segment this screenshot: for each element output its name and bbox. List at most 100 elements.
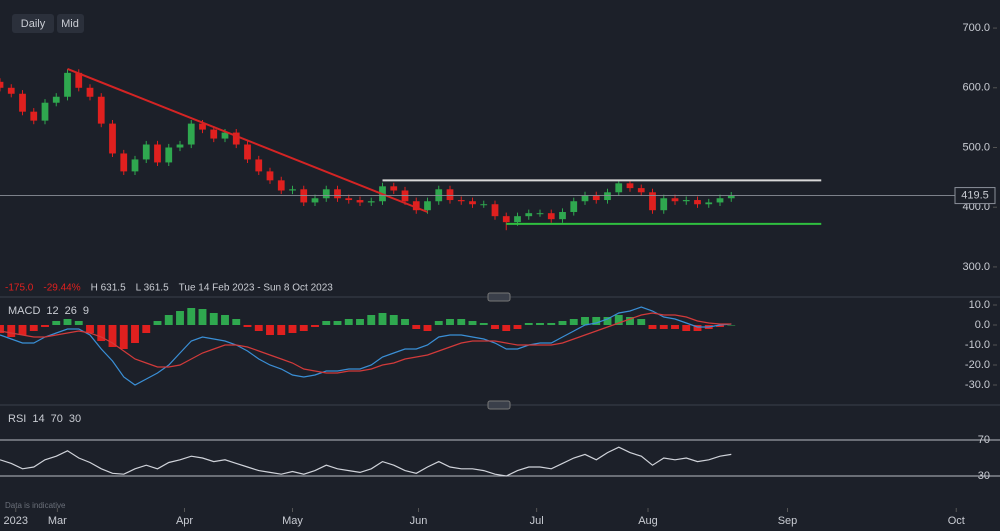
histogram-bar: [142, 325, 151, 333]
candle-body: [64, 72, 71, 97]
indicator-label: MACD: [8, 305, 40, 317]
histogram-bar: [513, 325, 522, 329]
histogram-bar: [63, 319, 72, 325]
date-range: Tue 14 Feb 2023 - Sun 8 Oct 2023: [179, 283, 334, 294]
y-tick-label: 30: [978, 470, 990, 482]
x-tick-label: Jul: [530, 515, 544, 527]
candle-body: [0, 81, 4, 88]
histogram-bar: [97, 325, 106, 341]
y-tick-label: -30.0: [965, 379, 990, 391]
histogram-bar: [18, 325, 27, 335]
candle-body: [154, 144, 161, 163]
daily-button[interactable]: [12, 14, 54, 33]
histogram-bar: [299, 325, 308, 331]
stat-value: H 631.5: [91, 283, 126, 294]
histogram-bar: [277, 325, 286, 335]
histogram-bar: [232, 319, 241, 325]
histogram-bar: [187, 308, 196, 325]
candle-body: [671, 198, 679, 202]
candle-body: [30, 111, 38, 121]
candle-body: [649, 192, 656, 211]
histogram-bar: [648, 325, 657, 329]
y-tick-label: 500.0: [962, 141, 990, 153]
panel-resize-handle[interactable]: [487, 292, 511, 302]
mid-button-label[interactable]: Mid: [61, 18, 79, 30]
histogram-bar: [0, 325, 4, 333]
daily-button-label[interactable]: Daily: [21, 18, 46, 30]
candle-body: [424, 201, 431, 211]
x-tick-label: Jun: [410, 515, 428, 527]
candle-body: [221, 132, 229, 139]
candle-body: [289, 189, 296, 191]
histogram-bar: [581, 317, 589, 325]
histogram-bar: [569, 319, 578, 325]
histogram-bar: [423, 325, 432, 331]
candle-body: [232, 132, 240, 145]
x-tick-label: Mar: [48, 515, 67, 527]
mid-button[interactable]: [57, 14, 84, 33]
candle-body: [727, 195, 735, 199]
candle-body: [142, 144, 150, 160]
candle-body: [469, 201, 476, 205]
candle-body: [244, 144, 251, 160]
histogram-bar: [592, 317, 601, 325]
histogram-bar: [176, 311, 184, 325]
indicator-param: 12: [46, 305, 58, 317]
indicator-line: [0, 312, 732, 374]
candle-body: [660, 198, 668, 211]
histogram-bar: [693, 325, 702, 331]
candle-body: [716, 198, 724, 203]
histogram-bar: [288, 325, 297, 333]
candle-body: [311, 198, 319, 203]
candle-body: [457, 200, 465, 202]
x-tick-label: 2023: [4, 515, 28, 527]
histogram-bar: [401, 319, 409, 325]
candle-body: [255, 159, 263, 172]
candle-body: [165, 147, 173, 163]
candle-body: [502, 216, 510, 223]
histogram-bar: [243, 325, 252, 327]
histogram-bar: [52, 321, 61, 325]
panel-resize-handle[interactable]: [487, 400, 511, 410]
y-tick-label: 0.0: [975, 319, 990, 331]
stat-value: L 361.5: [136, 283, 169, 294]
y-tick-label: 700.0: [962, 22, 990, 34]
histogram-bar: [333, 321, 342, 325]
histogram-bar: [502, 325, 511, 331]
histogram-bar: [74, 321, 83, 325]
candle-body: [514, 216, 521, 223]
candle-body: [615, 183, 623, 193]
candle-body: [52, 96, 60, 103]
histogram-bar: [108, 325, 117, 347]
candle-body: [536, 213, 544, 215]
histogram-bar: [86, 325, 94, 333]
histogram-bar: [479, 323, 488, 325]
histogram-bar: [209, 313, 218, 325]
histogram-bar: [131, 325, 139, 343]
x-tick-label: Sep: [778, 515, 798, 527]
candle-body: [592, 195, 600, 201]
histogram-bar: [727, 325, 736, 326]
candle-body: [277, 180, 285, 191]
footer-note: Data is indicative: [5, 501, 66, 510]
trend-line: [67, 68, 428, 213]
candle-body: [367, 201, 375, 203]
histogram-bar: [378, 313, 387, 325]
candle-body: [604, 192, 611, 201]
candle-body: [446, 189, 454, 201]
candle-body: [7, 87, 15, 94]
histogram-bar: [389, 315, 398, 325]
candle-body: [626, 183, 634, 189]
candle-body: [176, 144, 184, 148]
indicator-line: [0, 446, 732, 477]
histogram-bar: [614, 315, 623, 325]
indicator-param: 14: [32, 413, 44, 425]
histogram-bar: [558, 321, 567, 325]
histogram-bar: [446, 319, 454, 325]
candle-body: [682, 200, 690, 202]
histogram-bar: [198, 309, 207, 325]
candle-body: [322, 189, 330, 199]
candle-body: [694, 200, 701, 205]
candle-body: [637, 188, 645, 193]
